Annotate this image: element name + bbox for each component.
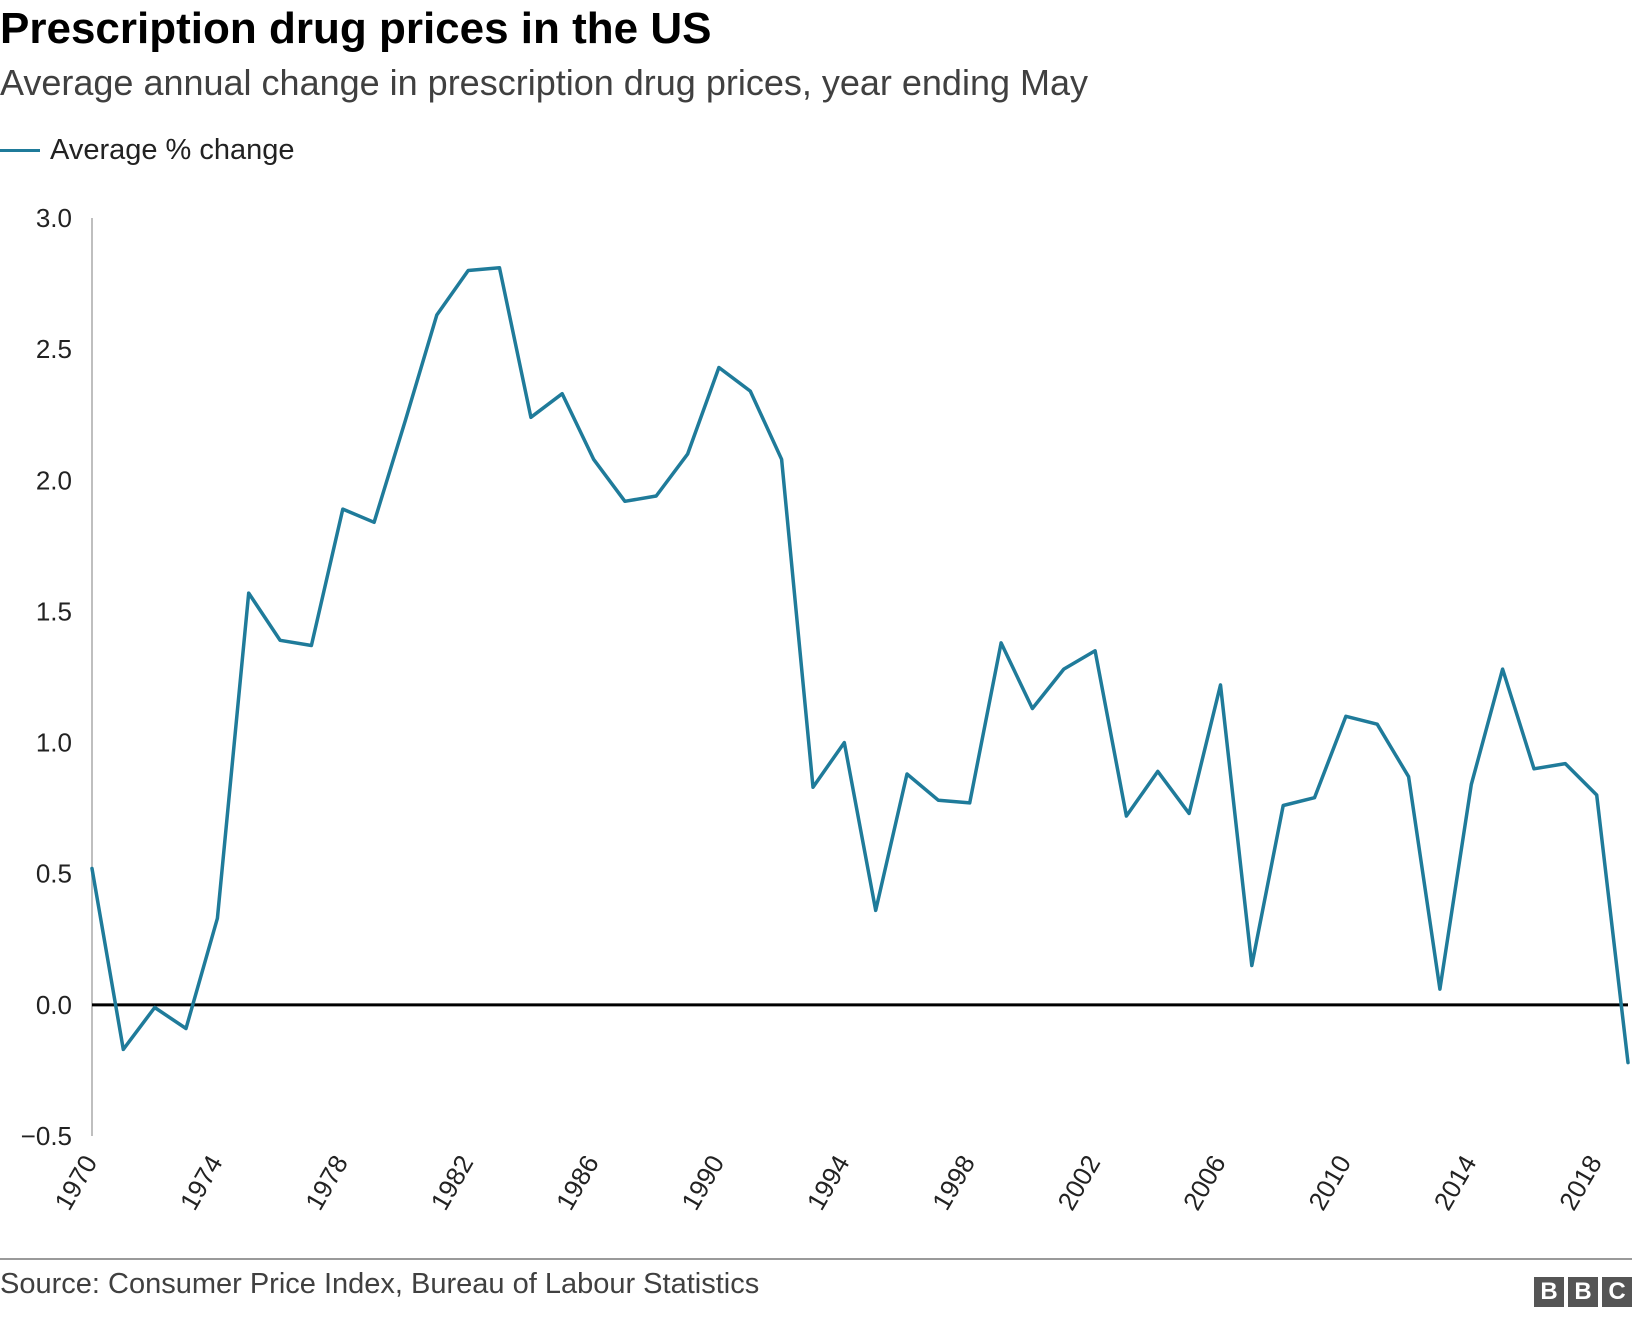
data-point [404,418,408,422]
footer-divider [0,1258,1632,1260]
data-point [1219,683,1223,687]
y-tick-label: 2.0 [36,465,72,495]
y-tick-label: 1.5 [36,596,72,626]
chart-subtitle: Average annual change in prescription dr… [0,62,1088,103]
data-point [1375,722,1379,726]
data-point [1344,714,1348,718]
data-point [1187,811,1191,815]
x-tick-label: 1994 [801,1150,856,1215]
data-point [1438,987,1442,991]
data-point [968,801,972,805]
data-point [1093,649,1097,653]
data-point [748,389,752,393]
legend-swatch [0,149,40,152]
data-point [1250,964,1254,968]
x-tick-label: 2018 [1553,1150,1608,1215]
data-point [1313,796,1317,800]
legend: Average % change [0,134,295,167]
series-line [90,266,1630,1065]
x-tick-label: 2006 [1177,1150,1232,1215]
data-point [529,415,533,419]
data-point [372,520,376,524]
y-tick-label: −0.5 [21,1121,72,1151]
y-tick-label: 0.0 [36,990,72,1020]
data-point [1532,767,1536,771]
data-point [184,1027,188,1031]
y-tick-label: 3.0 [36,203,72,233]
data-point [435,313,439,317]
x-tick-label: 1974 [174,1150,229,1215]
data-point [686,452,690,456]
x-tick-label: 1978 [299,1150,354,1215]
data-point [874,908,878,912]
data-point [842,741,846,745]
data-point [1595,793,1599,797]
data-point [936,798,940,802]
source-note: Source: Consumer Price Index, Bureau of … [0,1268,760,1300]
x-tick-label: 1990 [675,1150,730,1215]
data-point [90,867,94,871]
data-point [1563,762,1567,766]
data-point [560,392,564,396]
data-point [278,638,282,642]
x-tick-label: 1986 [550,1150,605,1215]
y-tick-label: 1.0 [36,728,72,758]
data-point [1501,667,1505,671]
data-point [153,1006,157,1010]
data-point [341,507,345,511]
data-point [466,269,470,273]
data-point [999,641,1003,645]
y-tick-label: 0.5 [36,859,72,889]
data-point [1626,1061,1630,1065]
data-point [905,772,909,776]
y-tick-label: 2.5 [36,334,72,364]
data-point [215,916,219,920]
chart-title: Prescription drug prices in the US [0,4,712,53]
data-point [1030,707,1034,711]
x-tick-label: 1970 [48,1150,103,1215]
x-tick-label: 2002 [1051,1150,1106,1215]
data-point [654,494,658,498]
data-point [717,366,721,370]
logo-letter: C [1602,1277,1632,1307]
data-point [811,785,815,789]
data-point [1156,769,1160,773]
data-point [623,499,627,503]
data-point [780,457,784,461]
data-point [309,644,313,648]
x-tick-label: 1998 [926,1150,981,1215]
x-tick-label: 2010 [1302,1150,1357,1215]
logo-letter: B [1568,1277,1598,1307]
data-point [1281,804,1285,808]
data-point [1062,667,1066,671]
data-point [498,266,502,270]
data-point [121,1047,125,1051]
logo-letter: B [1534,1277,1564,1307]
data-point [1407,775,1411,779]
data-point [1469,783,1473,787]
legend-label: Average % change [50,134,295,166]
data-point [1124,814,1128,818]
bbc-logo: B B C [1534,1277,1632,1307]
x-tick-label: 2014 [1428,1150,1483,1215]
data-point [592,457,596,461]
x-tick-label: 1982 [424,1150,479,1215]
data-point [247,591,251,595]
